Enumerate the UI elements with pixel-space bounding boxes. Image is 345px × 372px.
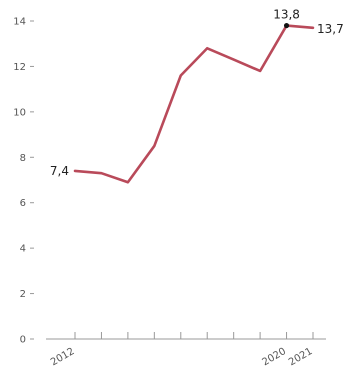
- x-tick-label: 2021: [287, 346, 315, 368]
- data-label: 7,4: [50, 164, 69, 178]
- x-tick-label: 2020: [261, 346, 289, 368]
- y-tick-label: 8: [20, 153, 26, 164]
- series-line: [73, 24, 315, 184]
- data-labels: 7,4 13,8 13,7: [50, 8, 344, 178]
- y-tick-label: 12: [13, 62, 26, 73]
- highlight-point: [283, 22, 290, 29]
- y-axis: 0 2 4 6 8 10 12 14: [13, 17, 34, 346]
- data-label: 13,8: [273, 8, 300, 22]
- y-tick-label: 0: [20, 335, 26, 346]
- y-tick-label: 4: [20, 244, 26, 255]
- x-tick-label: 2012: [49, 346, 77, 368]
- series-layer: [73, 22, 315, 184]
- y-tick-label: 2: [20, 289, 26, 300]
- y-tick-label: 10: [13, 107, 26, 118]
- data-label: 13,7: [317, 22, 344, 36]
- y-tick-label: 6: [20, 198, 26, 209]
- y-tick-label: 14: [13, 17, 26, 28]
